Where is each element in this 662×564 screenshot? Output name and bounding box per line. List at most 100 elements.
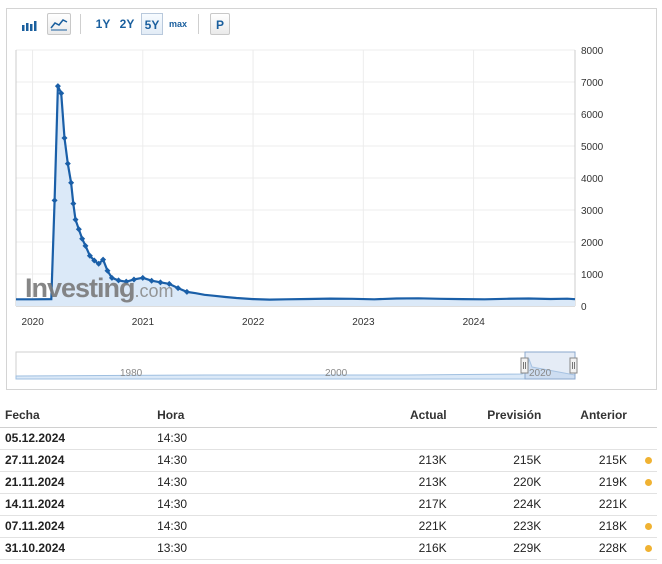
y-tick-label: 0 [581,302,587,313]
data-point [64,160,71,167]
cell-fecha: 27.11.2024 [0,449,153,472]
navigator-year-label: 2020 [529,368,552,379]
header-prevision[interactable]: Previsión [451,403,547,428]
data-point [108,274,115,281]
data-point [175,285,182,292]
cell-revision [631,537,657,560]
chart-grid [15,49,576,307]
y-tick-label: 1000 [581,270,604,281]
header-anterior[interactable]: Anterior [546,403,632,428]
navigator-year-label: 2000 [325,368,348,379]
header-actual[interactable]: Actual [300,403,452,428]
y-tick-label: 2000 [581,238,604,249]
navigator-series [15,357,576,380]
table-row: 27.11.2024 14:30 213K 215K 215K [0,449,657,472]
data-point [104,267,111,274]
bar-chart-icon[interactable] [19,13,41,35]
data-point [157,279,164,286]
cell-actual: 221K [300,515,452,538]
data-point [91,257,98,264]
data-point [183,288,190,295]
cell-prevision [451,427,547,450]
y-tick-label: 3000 [581,206,604,217]
chart-markers [51,83,190,295]
y-tick-label: 4000 [581,174,604,185]
period-5y-button[interactable]: 5Y [141,13,163,35]
header-fecha[interactable]: Fecha [0,403,153,428]
data-point [79,235,86,242]
cell-hora: 14:30 [152,427,301,450]
cell-prevision: 224K [451,493,547,516]
p-button[interactable]: P [210,13,230,35]
navigator-handle[interactable] [520,357,529,374]
cell-hora: 14:30 [152,449,301,472]
cell-prevision: 215K [451,449,547,472]
x-tick-label: 2020 [22,317,45,328]
cell-prevision: 220K [451,471,547,494]
data-point [100,256,107,263]
x-tick-label: 2021 [132,317,155,328]
y-tick-label: 8000 [581,46,604,57]
header-hora[interactable]: Hora [152,403,301,428]
cell-fecha: 05.12.2024 [0,427,153,450]
cell-fecha: 07.11.2024 [0,515,153,538]
period-2y-button[interactable]: 2Y [119,17,135,31]
events-table: Fecha Hora Actual Previsión Anterior 05.… [0,403,657,560]
x-tick-label: 2024 [463,317,486,328]
cell-actual: 216K [300,537,452,560]
navigator-handle[interactable] [569,357,578,374]
data-point [123,278,130,285]
cell-revision [631,471,657,494]
investing-watermark: Investing.com [25,273,174,304]
x-axis-ticks: 2020 2021 2022 2023 2024 [22,317,486,328]
cell-actual: 217K [300,493,452,516]
period-1y-button[interactable]: 1Y [95,17,111,31]
data-point [148,277,155,284]
data-point [130,276,137,283]
cell-anterior [546,427,632,450]
area-chart-icon[interactable] [47,13,71,35]
cell-revision [631,427,657,450]
range-navigator: 1980 2000 2020 [15,351,578,380]
cell-prevision: 223K [451,515,547,538]
revision-dot-icon [644,479,652,487]
period-max-button[interactable]: max [168,19,187,29]
data-point [51,197,58,204]
data-point [82,242,89,249]
data-point [68,179,75,186]
data-point [72,216,79,223]
data-point [75,226,82,233]
chart-area-fill [16,86,575,306]
x-tick-label: 2022 [242,317,265,328]
y-tick-label: 5000 [581,142,604,153]
toolbar-separator [80,14,81,34]
revision-dot-icon [644,523,652,531]
cell-hora: 14:30 [152,471,301,494]
data-point [61,135,68,141]
table-row: 21.11.2024 14:30 213K 220K 219K [0,471,657,494]
table-row: 07.11.2024 14:30 221K 223K 218K [0,515,657,538]
table-header-row: Fecha Hora Actual Previsión Anterior [0,403,657,428]
cell-actual: 213K [300,449,452,472]
table-row: 05.12.2024 14:30 [0,427,657,450]
cell-hora: 14:30 [152,493,301,516]
data-point [86,252,93,259]
cell-actual: 213K [300,471,452,494]
cell-fecha: 21.11.2024 [0,471,153,494]
cell-anterior: 218K [546,515,632,538]
navigator-selection [524,351,576,380]
chart-panel: 1Y 2Y 5Y max P 0 1000 2000 3000 4000 5000 6000… [6,8,657,390]
revision-dot-icon [644,545,652,553]
y-axis-ticks: 0 1000 2000 3000 4000 5000 6000 7000 8000 [581,46,604,313]
y-tick-label: 6000 [581,110,604,121]
data-point [95,260,102,267]
x-tick-label: 2023 [352,317,375,328]
cell-hora: 13:30 [152,537,301,560]
cell-fecha: 14.11.2024 [0,493,153,516]
revision-dot-icon [644,457,652,465]
data-point [58,90,65,97]
data-point [139,274,146,281]
cell-revision [631,493,657,516]
cell-revision [631,515,657,538]
